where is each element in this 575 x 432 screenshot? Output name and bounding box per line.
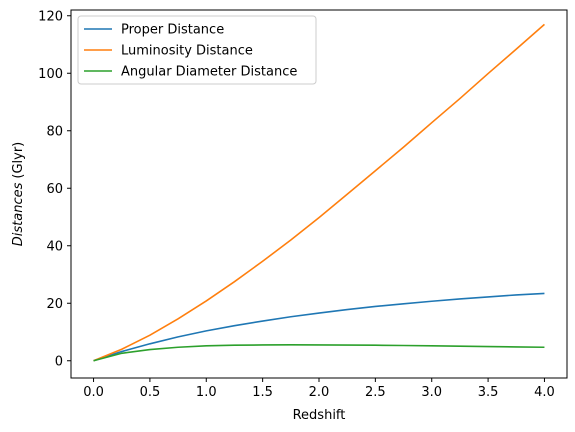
legend-label-2: Luminosity Distance	[121, 44, 253, 59]
legend: Proper Distance Luminosity Distance Angula…	[77, 15, 317, 85]
x-tick-label: 2.5	[365, 385, 386, 400]
series-line-1	[93, 292, 545, 362]
x-axis-label: Redshift	[293, 408, 346, 423]
legend-label-3: Angular Diameter Distance	[121, 65, 297, 80]
y-tick-label: 80	[46, 124, 63, 139]
y-tick-label: 120	[38, 9, 63, 24]
y-axis-label-main: Distances	[11, 182, 26, 246]
x-tick-label: 1.5	[252, 385, 273, 400]
x-tick-label: 0.5	[140, 385, 161, 400]
y-axis: 0 20 40 60 80 100 120	[38, 9, 71, 369]
y-axis-label-unit: (Glyr)	[11, 142, 26, 179]
x-tick-label: 0.0	[83, 385, 104, 400]
y-axis-label: Distances (Glyr)	[11, 142, 26, 247]
y-tick-label: 20	[46, 297, 63, 312]
series-line-3	[93, 343, 545, 362]
x-tick-label: 2.0	[309, 385, 330, 400]
y-tick-label: 60	[46, 182, 63, 197]
x-axis: 0.0 0.5 1.0 1.5 2.0 2.5 3.0 3.5 4.0	[83, 378, 555, 400]
legend-label-1: Proper Distance	[121, 23, 224, 38]
legend-box	[77, 15, 317, 85]
y-tick-label: 0	[55, 354, 63, 369]
y-tick-label: 100	[38, 67, 63, 82]
x-tick-label: 3.0	[421, 385, 442, 400]
series-lines	[93, 23, 545, 362]
series-line-2	[93, 23, 545, 362]
x-tick-label: 4.0	[534, 385, 555, 400]
x-tick-label: 1.0	[196, 385, 217, 400]
x-tick-label: 3.5	[478, 385, 499, 400]
y-tick-label: 40	[46, 239, 63, 254]
